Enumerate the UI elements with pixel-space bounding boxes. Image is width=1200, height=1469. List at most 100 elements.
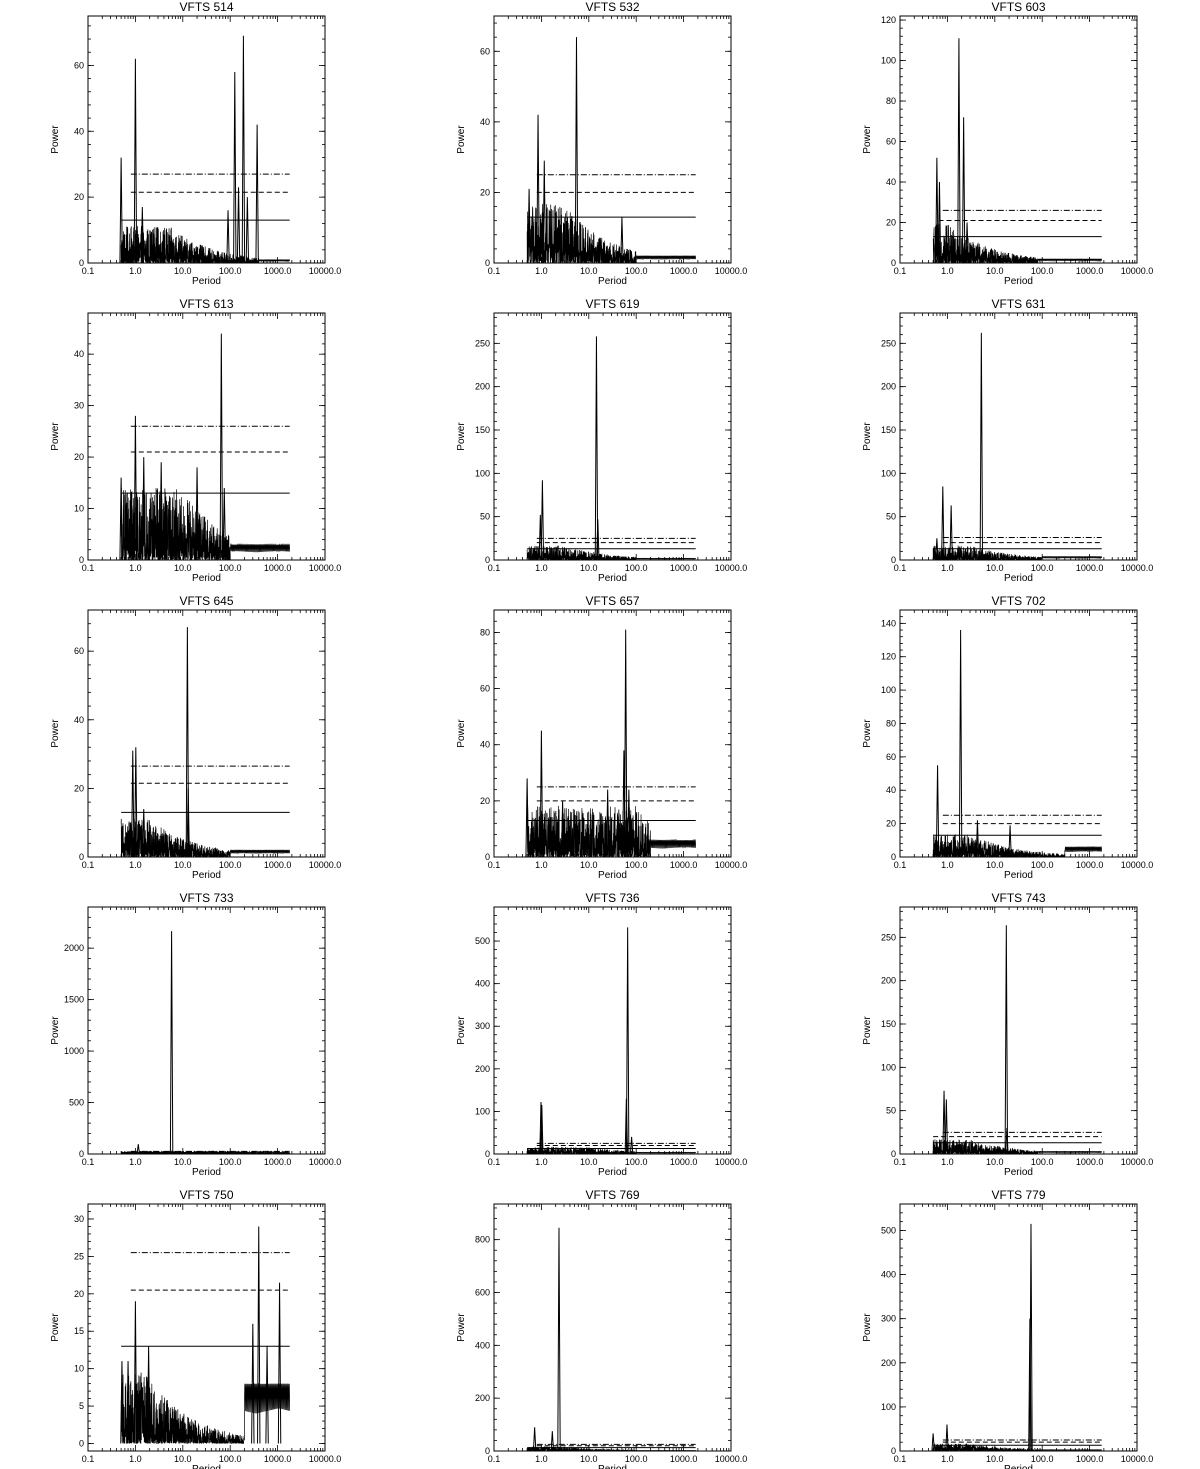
periodogram-peak — [245, 197, 250, 263]
chart-title: VFTS 702 — [991, 594, 1045, 608]
y-axis-label: Power — [50, 125, 61, 154]
periodogram-peak — [942, 1090, 946, 1154]
periodogram-peak — [186, 788, 190, 857]
periodogram-peak — [539, 730, 544, 857]
y-tick-label: 100 — [881, 1402, 896, 1412]
y-axis-label: Power — [50, 1016, 61, 1045]
x-tick-label: 1000.0 — [1076, 1157, 1104, 1167]
periodogram-peak — [935, 538, 939, 560]
x-axis-label: Period — [1004, 1167, 1033, 1178]
periodogram-noise — [120, 1372, 291, 1445]
periodogram-peak — [120, 1361, 124, 1444]
plot-frame — [899, 1203, 1138, 1452]
x-tick-label: 100.0 — [219, 860, 242, 870]
x-tick-label: 10.0 — [580, 1157, 598, 1167]
periodogram-panel: VFTS 613 0.1 1.0 10.0 100.0 1000.0 10000.0 0 10 2… — [0, 297, 388, 584]
x-tick-label: 0.1 — [894, 563, 907, 573]
plot-area — [932, 925, 1103, 1154]
periodogram-peak — [226, 210, 230, 263]
y-tick-label: 0 — [79, 1439, 84, 1449]
periodogram-svg: VFTS 645 0.1 1.0 10.0 100.0 1000.0 10000.0 0 20 4… — [50, 594, 341, 881]
x-tick-label: 0.1 — [82, 860, 95, 870]
periodogram-svg: VFTS 631 0.1 1.0 10.0 100.0 1000.0 10000.0 0 50 1… — [862, 297, 1153, 584]
periodogram-peak — [185, 627, 190, 857]
x-tick-label: 0.1 — [488, 860, 501, 870]
chart-title: VFTS 645 — [179, 594, 233, 608]
periodogram-peak — [195, 467, 199, 560]
y-tick-label: 200 — [881, 976, 896, 986]
x-tick-label: 10000.0 — [309, 266, 342, 276]
x-tick-label: 1.0 — [535, 266, 548, 276]
y-tick-label: 0 — [485, 852, 490, 862]
x-axis-label: Period — [192, 1167, 221, 1178]
x-tick-label: 1.0 — [129, 563, 142, 573]
x-tick-label: 10000.0 — [715, 563, 748, 573]
y-tick-label: 80 — [480, 627, 490, 637]
chart-title: VFTS 631 — [991, 297, 1045, 311]
y-tick-label: 15 — [74, 1326, 84, 1336]
x-tick-label: 10.0 — [174, 860, 192, 870]
x-tick-label: 0.1 — [894, 1157, 907, 1167]
periodogram-peak — [169, 931, 174, 1154]
x-tick-label: 1000.0 — [264, 563, 292, 573]
periodogram-panel: VFTS 736 0.1 1.0 10.0 100.0 1000.0 10000.0 0 100… — [406, 891, 794, 1178]
x-tick-label: 10.0 — [174, 1157, 192, 1167]
plot-area — [525, 629, 697, 857]
periodogram-peak — [935, 157, 939, 263]
y-tick-label: 40 — [74, 126, 84, 136]
periodogram-peak — [540, 480, 545, 560]
x-tick-label: 10000.0 — [715, 266, 748, 276]
periodogram-noise — [526, 805, 697, 857]
periodogram-panel: VFTS 750 0.1 1.0 10.0 100.0 1000.0 10000.0 0 5 10… — [0, 1188, 388, 1469]
periodogram-noise — [526, 204, 697, 263]
chart-title: VFTS 619 — [585, 297, 639, 311]
y-tick-label: 50 — [886, 1106, 896, 1116]
x-tick-label: 100.0 — [1031, 1157, 1054, 1167]
y-tick-label: 0 — [79, 258, 84, 268]
y-axis-label: Power — [862, 422, 873, 451]
periodogram-panel: VFTS 619 0.1 1.0 10.0 100.0 1000.0 10000.0 0 50 1… — [406, 297, 794, 584]
x-axis-label: Period — [192, 276, 221, 287]
y-axis-label: Power — [50, 422, 61, 451]
periodogram-svg: VFTS 603 0.1 1.0 10.0 100.0 1000.0 10000.0 0 20 4… — [862, 0, 1153, 287]
chart-title: VFTS 613 — [179, 297, 233, 311]
x-tick-label: 1.0 — [129, 1157, 142, 1167]
x-tick-label: 10.0 — [986, 1157, 1004, 1167]
y-tick-label: 20 — [480, 187, 490, 197]
y-tick-label: 100 — [881, 1062, 896, 1072]
x-tick-label: 1000.0 — [670, 266, 698, 276]
y-axis-label: Power — [456, 422, 467, 451]
periodogram-panel: VFTS 603 0.1 1.0 10.0 100.0 1000.0 10000.0 0 20 4… — [812, 0, 1200, 287]
x-tick-label: 1.0 — [941, 563, 954, 573]
y-tick-label: 500 — [881, 1225, 896, 1235]
y-tick-label: 120 — [881, 652, 896, 662]
x-tick-label: 1.0 — [535, 1157, 548, 1167]
periodogram-peak — [975, 820, 980, 857]
y-tick-label: 100 — [475, 1106, 490, 1116]
periodogram-noise — [120, 818, 291, 857]
periodogram-peak — [251, 1323, 255, 1444]
x-tick-label: 1000.0 — [670, 563, 698, 573]
plot-area — [119, 35, 291, 263]
y-axis-label: Power — [456, 719, 467, 748]
x-tick-label: 100.0 — [219, 1157, 242, 1167]
periodogram-peak — [596, 519, 600, 560]
plot-frame — [87, 609, 326, 858]
x-tick-label: 1000.0 — [264, 860, 292, 870]
periodogram-panel: VFTS 532 0.1 1.0 10.0 100.0 1000.0 10000.0 0 20 4… — [406, 0, 794, 287]
periodogram-peak — [140, 206, 145, 263]
y-tick-label: 40 — [886, 785, 896, 795]
x-tick-label: 0.1 — [894, 860, 907, 870]
y-tick-label: 60 — [74, 60, 84, 70]
periodogram-peak — [133, 1301, 138, 1444]
y-tick-label: 0 — [79, 555, 84, 565]
x-tick-label: 0.1 — [894, 1454, 907, 1464]
x-tick-label: 10.0 — [986, 563, 1004, 573]
periodogram-peak — [574, 37, 579, 263]
chart-title: VFTS 657 — [585, 594, 639, 608]
plot-frame — [899, 312, 1138, 561]
y-tick-label: 20 — [74, 452, 84, 462]
x-tick-label: 0.1 — [82, 1454, 95, 1464]
plot-area — [526, 336, 697, 560]
